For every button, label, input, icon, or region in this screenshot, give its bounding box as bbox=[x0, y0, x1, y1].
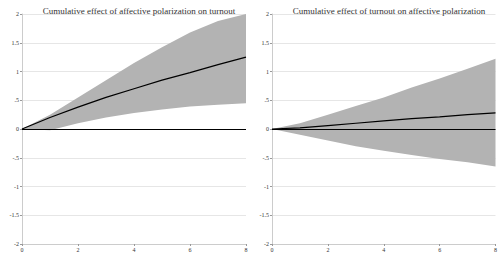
svg-text:1.5: 1.5 bbox=[262, 40, 270, 46]
svg-text:1: 1 bbox=[16, 69, 19, 75]
svg-text:4: 4 bbox=[133, 247, 136, 253]
svg-text:0: 0 bbox=[271, 247, 274, 253]
svg-text:1: 1 bbox=[266, 69, 269, 75]
svg-text:8: 8 bbox=[494, 247, 497, 253]
svg-text:0: 0 bbox=[266, 126, 269, 132]
svg-text:-.5: -.5 bbox=[263, 155, 270, 161]
svg-text:-.5: -.5 bbox=[13, 155, 20, 161]
svg-text:6: 6 bbox=[189, 247, 192, 253]
svg-text:.5: .5 bbox=[15, 97, 20, 103]
svg-text:-1.5: -1.5 bbox=[260, 212, 270, 218]
svg-text:2: 2 bbox=[326, 247, 329, 253]
svg-text:-2: -2 bbox=[14, 241, 19, 247]
svg-text:2: 2 bbox=[77, 247, 80, 253]
svg-text:-1: -1 bbox=[14, 184, 19, 190]
svg-text:Cumulative effect of turnout o: Cumulative effect of turnout on affectiv… bbox=[293, 6, 486, 16]
svg-text:.5: .5 bbox=[265, 97, 270, 103]
svg-text:0: 0 bbox=[16, 126, 19, 132]
svg-text:Cumulative effect of affective: Cumulative effect of affective polarizat… bbox=[43, 6, 236, 16]
svg-text:-2: -2 bbox=[264, 241, 269, 247]
svg-text:0: 0 bbox=[21, 247, 24, 253]
svg-text:-1: -1 bbox=[264, 184, 269, 190]
svg-text:2: 2 bbox=[266, 11, 269, 17]
svg-text:-1.5: -1.5 bbox=[10, 212, 20, 218]
svg-text:1.5: 1.5 bbox=[12, 40, 20, 46]
svg-text:8: 8 bbox=[245, 247, 248, 253]
svg-text:6: 6 bbox=[438, 247, 441, 253]
svg-text:4: 4 bbox=[382, 247, 385, 253]
svg-text:2: 2 bbox=[16, 11, 19, 17]
